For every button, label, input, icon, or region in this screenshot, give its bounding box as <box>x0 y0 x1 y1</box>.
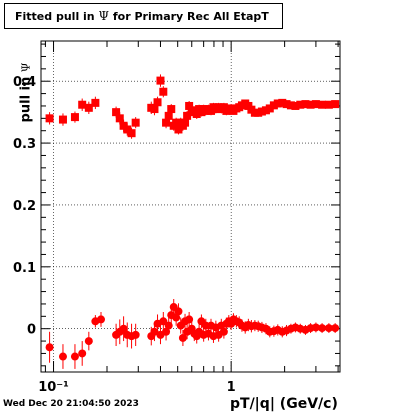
data-point <box>291 101 300 110</box>
data-point <box>58 352 67 361</box>
data-point <box>282 100 291 109</box>
psi-symbol: Ψ <box>98 9 110 23</box>
ylabel-prefix: pull in <box>18 76 34 123</box>
data-point <box>174 307 183 316</box>
data-point <box>45 343 54 352</box>
data-point <box>84 103 93 112</box>
data-point <box>162 118 171 127</box>
data-point <box>306 100 315 109</box>
data-point <box>70 352 79 361</box>
data-point <box>150 327 159 336</box>
title-prefix: Fitted pull in <box>15 10 95 23</box>
data-point <box>119 324 128 333</box>
data-point <box>219 327 228 336</box>
data-point <box>172 118 181 127</box>
data-point <box>91 98 100 107</box>
data-point <box>131 330 140 339</box>
data-point <box>273 99 282 108</box>
data-point <box>131 118 140 127</box>
data-point <box>257 107 266 116</box>
data-point <box>78 100 87 109</box>
data-point <box>45 114 54 123</box>
data-point <box>153 98 162 107</box>
ylabel-psi: Ψ <box>19 62 33 73</box>
data-point <box>123 125 132 134</box>
x-axis-label: pT/|q| (GeV/c) <box>230 396 338 412</box>
data-point <box>296 100 305 109</box>
y-tick-label: 0.2 <box>13 199 36 214</box>
data-point <box>265 104 274 113</box>
chart-title: Fitted pull in Ψ for Primary Rec All Eta… <box>4 3 283 29</box>
data-point <box>324 324 333 333</box>
y-tick-label: 0 <box>27 323 36 338</box>
y-axis-label: pull in Ψ <box>6 63 33 123</box>
data-point <box>164 321 173 330</box>
data-point <box>318 100 327 109</box>
data-point <box>84 337 93 346</box>
data-point <box>286 101 295 110</box>
data-point <box>58 115 67 124</box>
series-1 <box>45 298 340 369</box>
data-point <box>181 118 190 127</box>
data-point <box>183 111 192 120</box>
data-point <box>78 349 87 358</box>
data-point <box>159 317 168 326</box>
x-tick-label: 1 <box>227 380 236 395</box>
data-point <box>127 129 136 138</box>
data-point <box>96 315 105 324</box>
data-point <box>311 323 320 332</box>
data-point <box>159 87 168 96</box>
data-point <box>162 327 171 336</box>
series-0 <box>45 74 340 139</box>
data-point <box>178 333 187 342</box>
title-suffix: for Primary Rec All EtapT <box>112 10 269 23</box>
data-point <box>115 114 124 123</box>
plot-frame <box>40 40 341 373</box>
y-tick-label: 0.4 <box>13 75 36 90</box>
data-point <box>278 98 287 107</box>
data-point <box>185 101 194 110</box>
data-point <box>70 113 79 122</box>
y-tick-label: 0.3 <box>13 137 36 152</box>
data-point <box>174 125 183 134</box>
data-point <box>156 76 165 85</box>
data-point <box>318 324 327 333</box>
data-point <box>301 100 310 109</box>
x-tick-label: 10⁻¹ <box>38 380 69 395</box>
data-point <box>185 315 194 324</box>
data-point <box>311 100 320 109</box>
data-point <box>331 100 340 109</box>
y-tick-label: 0.1 <box>13 261 36 276</box>
data-point <box>150 105 159 114</box>
data-point <box>324 100 333 109</box>
data-point <box>167 105 176 114</box>
data-point <box>331 324 340 333</box>
data-point <box>112 108 121 117</box>
data-point <box>192 110 201 119</box>
data-point <box>164 111 173 120</box>
timestamp: Wed Dec 20 21:04:50 2023 <box>3 399 139 409</box>
